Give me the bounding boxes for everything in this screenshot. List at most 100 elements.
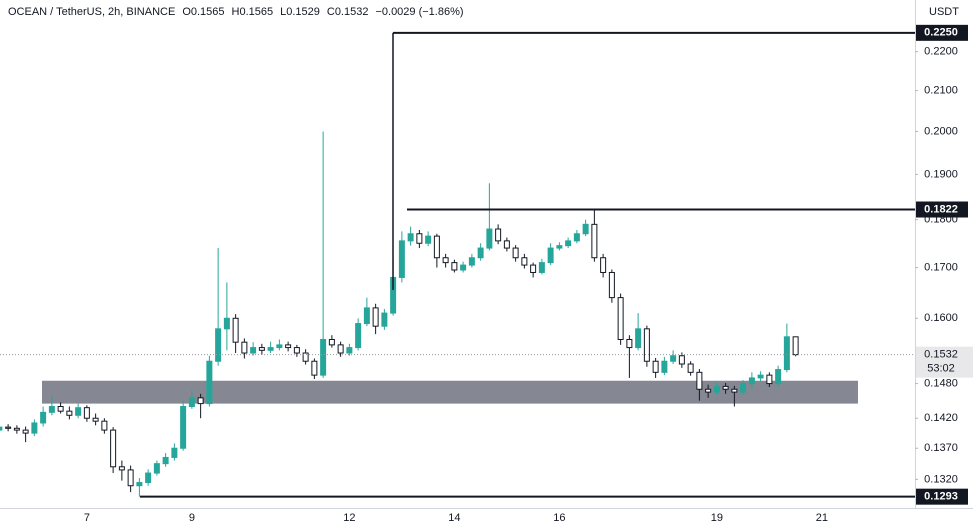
candle-body xyxy=(600,257,607,273)
x-tick-label: 14 xyxy=(448,512,460,524)
candle-body xyxy=(792,336,799,356)
last-price-box xyxy=(916,346,973,378)
candle-body xyxy=(416,233,423,244)
candle-body xyxy=(118,466,125,471)
y-tick-label: 0.2200 xyxy=(924,46,958,58)
candle-body xyxy=(451,262,458,271)
candle-body xyxy=(162,456,169,465)
candle-body xyxy=(136,482,143,487)
candle-body xyxy=(311,360,318,376)
y-tick-label: 0.2000 xyxy=(924,125,958,137)
candle-body xyxy=(22,429,29,434)
candle-body xyxy=(232,317,239,343)
candle-body xyxy=(635,328,642,349)
candle-body xyxy=(127,469,134,487)
candle-body xyxy=(713,385,720,393)
candle-body xyxy=(696,371,703,390)
candle-body xyxy=(643,328,650,362)
header-text: C0.1532 xyxy=(327,6,369,18)
header-text: O0.1565 xyxy=(182,6,224,18)
candle-body xyxy=(512,247,519,259)
header-text: L0.1529 xyxy=(280,6,320,18)
y-tick-label: 0.1900 xyxy=(924,168,958,180)
candle-body xyxy=(591,223,598,259)
candle-body xyxy=(757,374,764,379)
candle-body xyxy=(521,257,528,266)
candle-body xyxy=(197,397,204,405)
candle-body xyxy=(110,429,117,468)
x-tick-label: 9 xyxy=(189,512,195,524)
candle-body xyxy=(153,463,160,474)
candle-body xyxy=(328,338,335,346)
candle-body xyxy=(92,417,99,422)
candle-body xyxy=(171,447,178,458)
candle-body xyxy=(705,388,712,393)
candle-body xyxy=(215,328,222,362)
candle-body xyxy=(477,247,484,259)
candle-body xyxy=(101,420,108,431)
candle-body xyxy=(547,247,554,264)
candle-body xyxy=(661,360,668,373)
candle-body xyxy=(355,323,362,349)
level-label: 0.1822 xyxy=(924,203,958,215)
header-text: −0.0029 (−1.86%) xyxy=(375,6,463,18)
level-label-box xyxy=(916,201,968,218)
y-tick-label: 0.1320 xyxy=(924,473,958,485)
candle-body xyxy=(372,307,379,327)
candle-body xyxy=(766,374,773,385)
candle-body xyxy=(425,235,432,244)
candle-body xyxy=(783,336,790,371)
candle-body xyxy=(582,223,589,235)
candle-body xyxy=(66,410,73,416)
candle-body xyxy=(180,406,187,449)
header: OCEAN / TetherUS, 2h, BINANCE O0.1565 H0.1… xyxy=(8,6,464,18)
candle-body xyxy=(40,411,47,424)
header-text: OCEAN / TetherUS, 2h, BINANCE xyxy=(8,6,175,18)
level-label: 0.2250 xyxy=(924,27,958,39)
candle-body xyxy=(337,344,344,354)
candle-body xyxy=(31,422,38,434)
candle-body xyxy=(608,271,615,299)
candle-body xyxy=(5,426,12,429)
candle-body xyxy=(75,407,82,416)
candle-body xyxy=(442,257,449,264)
candle-body xyxy=(223,317,230,330)
y-tick-label: 0.1420 xyxy=(924,412,958,424)
x-tick-label: 16 xyxy=(553,512,565,524)
candle-body xyxy=(530,264,537,273)
x-tick-label: 7 xyxy=(84,512,90,524)
candle-body xyxy=(468,257,475,266)
candle-body xyxy=(748,377,755,385)
candle-body xyxy=(775,369,782,385)
candle-body xyxy=(565,240,572,247)
candle-body xyxy=(503,240,510,249)
candle-body xyxy=(722,385,729,390)
candle-body xyxy=(346,347,353,354)
candle-body xyxy=(398,240,405,278)
candle-body xyxy=(276,344,283,349)
candle-body xyxy=(13,427,20,431)
candle-body xyxy=(687,363,694,373)
x-tick-label: 12 xyxy=(343,512,355,524)
candle-body xyxy=(381,312,388,327)
candle-body xyxy=(486,228,493,249)
x-tick-label: 19 xyxy=(711,512,723,524)
candle-body xyxy=(740,383,747,393)
countdown: 53:02 xyxy=(927,363,955,375)
candle-body xyxy=(302,352,309,362)
y-tick-label: 0.1370 xyxy=(924,442,958,454)
candle-body xyxy=(731,388,738,393)
candle-body xyxy=(83,407,90,419)
y-tick-label: 0.1600 xyxy=(924,312,958,324)
axis-unit: USDT xyxy=(929,6,959,18)
candle-body xyxy=(407,233,414,242)
level-label: 0.1293 xyxy=(924,491,958,503)
last-price-label: 0.1532 xyxy=(924,349,958,361)
candle-body xyxy=(241,341,248,354)
candle-body xyxy=(267,347,274,351)
candle-body xyxy=(293,347,300,354)
candle-body xyxy=(48,406,55,413)
candle-body xyxy=(250,347,257,354)
candle-body xyxy=(626,338,633,349)
